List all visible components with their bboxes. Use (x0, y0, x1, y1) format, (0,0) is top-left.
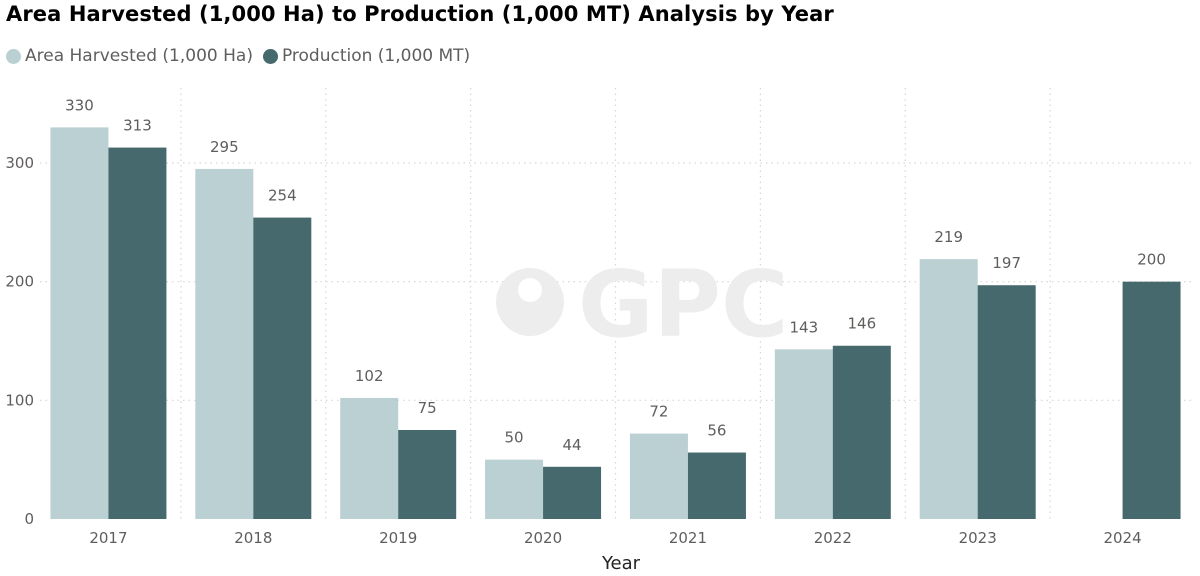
data-label: 219 (934, 228, 963, 246)
bar-area-harvested-2017[interactable] (50, 127, 109, 520)
data-label: 75 (418, 399, 437, 417)
chart-title: Area Harvested (1,000 Ha) to Production … (6, 2, 834, 26)
x-tick-label: 2024 (1103, 529, 1141, 547)
legend-item-production[interactable]: Production (1,000 MT) (262, 46, 471, 66)
bar-production-2024[interactable] (1122, 281, 1181, 519)
data-label: 72 (649, 403, 668, 421)
bar-production-2018[interactable] (253, 217, 312, 519)
data-label: 102 (355, 367, 384, 385)
bar-production-2022[interactable] (832, 345, 891, 519)
watermark: GPC (496, 251, 788, 358)
bar-production-2017[interactable] (108, 147, 167, 519)
data-label: 200 (1137, 251, 1166, 269)
watermark-text: GPC (578, 251, 788, 358)
legend-marker-area-harvested (6, 48, 21, 64)
bar-production-2023[interactable] (977, 285, 1036, 519)
y-tick-label: 0 (24, 510, 34, 528)
x-tick-label: 2023 (959, 529, 997, 547)
y-axis: 0 100 200 300 (5, 154, 34, 528)
bar-area-harvested-2023[interactable] (919, 259, 978, 519)
data-label: 56 (707, 422, 726, 440)
bars (50, 127, 1181, 520)
data-labels: 330 313 295 254 102 75 50 44 72 56 143 146 219 197 200 (65, 96, 1166, 453)
bar-area-harvested-2022[interactable] (774, 349, 833, 519)
legend-marker-production (262, 48, 278, 64)
legend-item-area-harvested[interactable]: Area Harvested (1,000 Ha) (6, 46, 253, 66)
x-tick-label: 2018 (234, 529, 272, 547)
data-label: 295 (210, 138, 239, 156)
x-axis-title: Year (601, 553, 641, 574)
legend-label-area-harvested: Area Harvested (1,000 Ha) (25, 46, 253, 66)
y-tick-label: 100 (5, 391, 34, 409)
data-label: 313 (123, 117, 152, 135)
x-tick-label: 2020 (524, 529, 562, 547)
y-tick-label: 200 (5, 273, 34, 291)
bar-production-2019[interactable] (398, 430, 457, 519)
x-tick-label: 2017 (89, 529, 127, 547)
legend: Area Harvested (1,000 Ha) Production (1,… (6, 46, 480, 66)
data-label: 197 (992, 254, 1021, 272)
watermark-logo-inner-icon (518, 278, 542, 302)
bar-area-harvested-2021[interactable] (629, 433, 688, 519)
bar-area-harvested-2020[interactable] (485, 459, 544, 519)
y-tick-label: 300 (5, 154, 34, 172)
legend-label-production: Production (1,000 MT) (281, 46, 471, 66)
data-label: 330 (65, 96, 94, 114)
data-label: 143 (789, 318, 818, 336)
x-tick-label: 2022 (814, 529, 852, 547)
data-label: 44 (563, 436, 582, 454)
data-label: 146 (847, 315, 876, 333)
bar-area-harvested-2019[interactable] (340, 397, 399, 519)
x-tick-label: 2019 (379, 529, 417, 547)
data-label: 50 (505, 429, 524, 447)
bar-production-2021[interactable] (687, 452, 746, 519)
x-tick-label: 2021 (669, 529, 707, 547)
x-axis: 2017 2018 2019 2020 2021 2022 2023 2024 (89, 529, 1141, 547)
bar-production-2020[interactable] (543, 466, 602, 519)
bar-area-harvested-2018[interactable] (195, 168, 254, 519)
data-label: 254 (268, 187, 297, 205)
